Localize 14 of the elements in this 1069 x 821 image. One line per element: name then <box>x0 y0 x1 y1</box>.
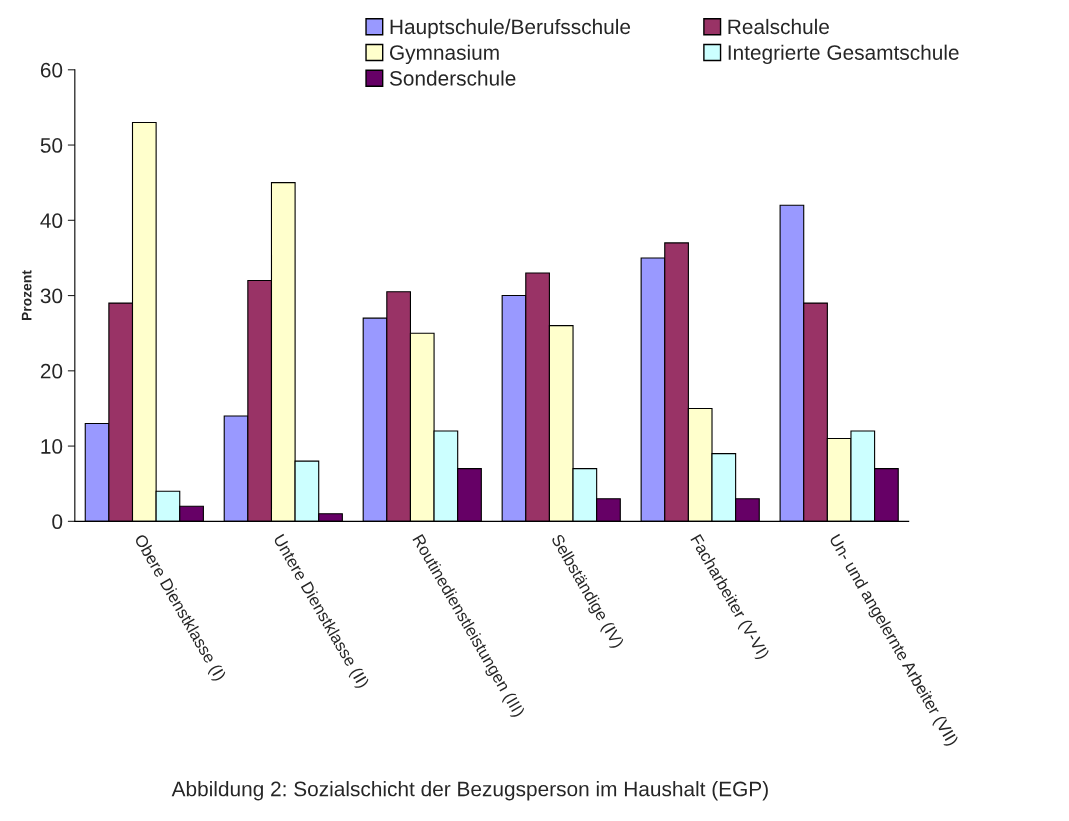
y-tick-label: 40 <box>40 213 63 229</box>
legend-label: Sonderschule <box>389 70 516 86</box>
legend-label: Hauptschule/Berufsschule <box>390 18 631 39</box>
legend-label: Gymnasium <box>389 44 499 65</box>
legend-label: Realschule <box>728 18 829 35</box>
y-tick-label: 20 <box>40 363 63 379</box>
y-tick-label: 50 <box>40 138 63 153</box>
y-tick-label: 0 <box>52 514 63 530</box>
y-axis-title: Prozent <box>21 270 32 321</box>
y-tick-label: 60 <box>40 62 63 78</box>
y-tick-label: 30 <box>40 288 63 304</box>
legend-label: Integrierte Gesamtschule <box>728 44 959 65</box>
text: Abbildung 2: Sozialschicht der Bezugsperson im Haushalt (EGP) <box>171 781 768 801</box>
y-tick-label: 10 <box>41 439 63 454</box>
